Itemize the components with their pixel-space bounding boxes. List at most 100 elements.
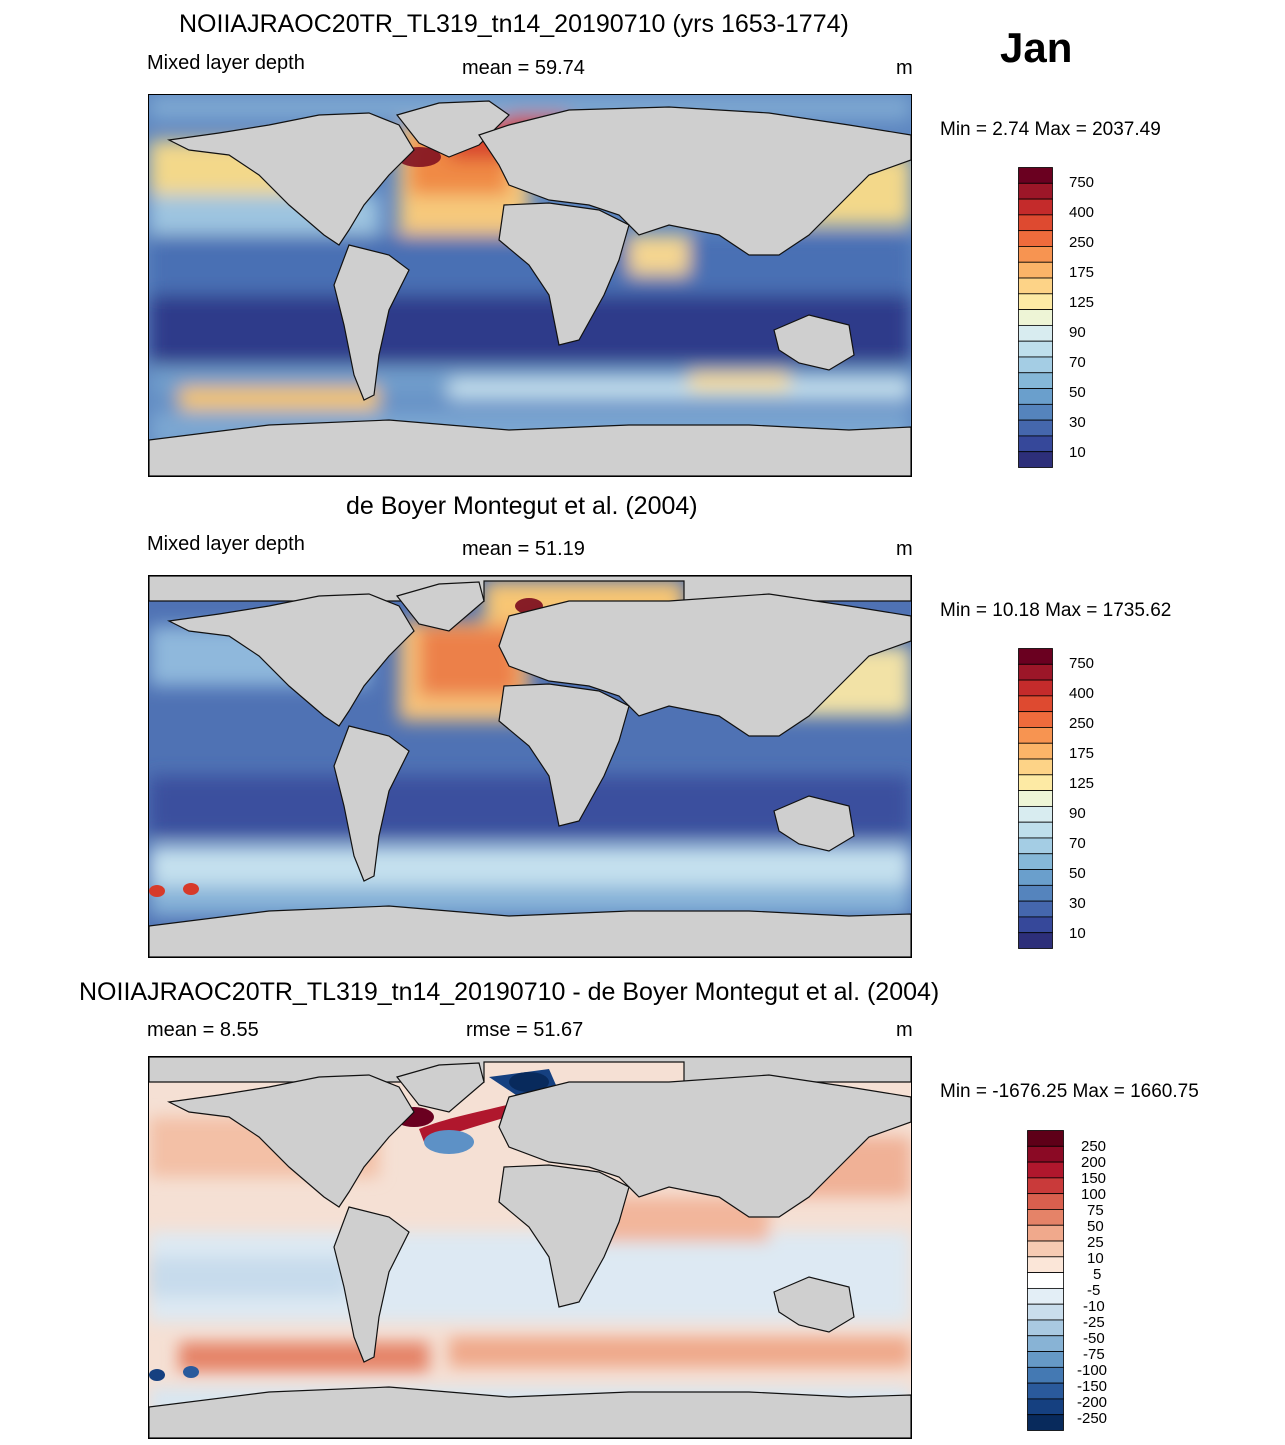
- panel-3-cb-label-5: 50: [1087, 1218, 1104, 1235]
- panel-1-colorbar-bin-17: [1018, 435, 1053, 453]
- panel-3-cb-label-14: -100: [1077, 1362, 1108, 1379]
- panel-3-cb-label-4: 75: [1087, 1202, 1104, 1219]
- panel-1-title: NOIIAJRAOC20TR_TL319_tn14_20190710 (yrs …: [179, 10, 849, 38]
- panel-3-cb-label-15: -150: [1077, 1378, 1108, 1395]
- panel-1-colorbar-bin-12: [1018, 356, 1053, 374]
- panel-2-colorbar-bin-9: [1018, 790, 1053, 807]
- panel-3-colorbar-bin-14: [1027, 1351, 1064, 1368]
- panel-3-colorbar-bin-2: [1027, 1161, 1064, 1179]
- panel-1-variable-label: Mixed layer depth: [147, 52, 305, 74]
- panel-3-map-svg: [149, 1057, 911, 1438]
- panel-3-cb-label-2: 150: [1081, 1170, 1107, 1187]
- panel-2-colorbar-bin-15: [1018, 884, 1053, 902]
- panel-3-colorbar-bin-3: [1027, 1177, 1064, 1195]
- panel-2-variable-label: Mixed layer depth: [147, 533, 305, 555]
- panel-2-minmax: Min = 10.18 Max = 1735.62: [940, 600, 1172, 621]
- panel-3-colorbar-bin-0: [1027, 1130, 1064, 1147]
- panel-2-map-svg: [149, 576, 911, 957]
- panel-1-colorbar: [1018, 167, 1053, 468]
- panel-3-title: NOIIAJRAOC20TR_TL319_tn14_20190710 - de …: [79, 978, 940, 1006]
- panel-2-colorbar-bin-5: [1018, 727, 1053, 744]
- panel-1-colorbar-bin-16: [1018, 419, 1053, 437]
- panel-2-mean-label: mean = 51.19: [462, 538, 585, 560]
- panel-3-cb-label-8: 5: [1093, 1266, 1102, 1283]
- panel-3-colorbar-bin-17: [1027, 1398, 1064, 1416]
- panel-3-colorbar-bin-10: [1027, 1287, 1064, 1305]
- panel-2-cb-label-2: 250: [1069, 715, 1095, 732]
- panel-1-map: [148, 94, 912, 477]
- panel-1-map-svg: [149, 95, 911, 476]
- panel-1-colorbar-bin-15: [1018, 403, 1053, 421]
- panel-1-cb-label-5: 90: [1069, 324, 1086, 341]
- panel-2-cb-label-0: 750: [1069, 655, 1095, 672]
- panel-2-colorbar-bin-1: [1018, 663, 1053, 681]
- panel-2-colorbar-bin-13: [1018, 853, 1053, 870]
- panel-3-continents: [149, 1057, 911, 1438]
- panel-3-cb-label-7: 10: [1087, 1250, 1104, 1267]
- panel-2-colorbar-bin-10: [1018, 805, 1053, 823]
- panel-2-colorbar-bin-17: [1018, 916, 1053, 934]
- panel-3-cb-label-11: -25: [1083, 1314, 1105, 1331]
- panel-1-units-label: m: [896, 57, 913, 79]
- panel-3-cb-label-1: 200: [1081, 1154, 1107, 1171]
- panel-2-cb-label-8: 30: [1069, 895, 1086, 912]
- panel-2-cb-label-6: 70: [1069, 835, 1086, 852]
- panel-3-colorbar-bin-16: [1027, 1382, 1064, 1400]
- panel-2-colorbar-bin-7: [1018, 758, 1053, 776]
- panel-3-cb-label-10: -10: [1083, 1298, 1105, 1315]
- panel-1-colorbar-bin-8: [1018, 293, 1053, 311]
- panel-1-colorbar-bin-6: [1018, 261, 1053, 279]
- panel-1-colorbar-bin-5: [1018, 246, 1053, 263]
- panel-2-cb-label-5: 90: [1069, 805, 1086, 822]
- panel-2-cb-label-4: 125: [1069, 775, 1095, 792]
- panel-2-colorbar-bin-16: [1018, 900, 1053, 918]
- panel-1-cb-label-8: 30: [1069, 414, 1086, 431]
- panel-3-colorbar-bin-11: [1027, 1303, 1064, 1321]
- panel-3-cb-label-17: -250: [1077, 1410, 1108, 1427]
- panel-2-cb-label-7: 50: [1069, 865, 1086, 882]
- panel-1-mean-label: mean = 59.74: [462, 57, 585, 79]
- panel-1-colorbar-bin-14: [1018, 388, 1053, 405]
- panel-3-map: [148, 1056, 912, 1439]
- panel-3-cb-label-0: 250: [1081, 1138, 1107, 1155]
- panel-2-title: de Boyer Montegut et al. (2004): [346, 492, 698, 520]
- panel-2-cb-label-1: 400: [1069, 685, 1095, 702]
- panel-1-colorbar-bin-9: [1018, 309, 1053, 326]
- panel-1-cb-label-1: 400: [1069, 204, 1095, 221]
- panel-3-cb-label-9: -5: [1087, 1282, 1101, 1299]
- panel-3-cb-label-13: -75: [1083, 1346, 1105, 1363]
- panel-2-units-label: m: [896, 538, 913, 560]
- panel-3-cb-label-16: -200: [1077, 1394, 1108, 1411]
- panel-1-colorbar-bin-2: [1018, 198, 1053, 216]
- panel-1-colorbar-bins: [1018, 167, 1053, 468]
- panel-3-cb-label-3: 100: [1081, 1186, 1107, 1203]
- panel-2-cb-label-3: 175: [1069, 745, 1095, 762]
- panel-2-colorbar-bin-2: [1018, 679, 1053, 697]
- panel-2-cb-label-9: 10: [1069, 925, 1086, 942]
- panel-2-colorbar-bin-18: [1018, 932, 1053, 949]
- panel-3-colorbar-bins: [1027, 1130, 1064, 1431]
- panel-1-colorbar-bin-4: [1018, 230, 1053, 247]
- panel-2-colorbar-svg: [1018, 648, 1053, 949]
- panel-3-minmax: Min = -1676.25 Max = 1660.75: [940, 1081, 1199, 1102]
- panel-2-continents: [149, 576, 911, 957]
- panel-1-continents: [149, 100, 911, 476]
- panel-3-mean-label: mean = 8.55: [147, 1019, 259, 1041]
- panel-1-colorbar-bin-1: [1018, 182, 1053, 200]
- panel-3-cb-label-12: -50: [1083, 1330, 1105, 1347]
- panel-2-colorbar-bin-6: [1018, 742, 1053, 760]
- panel-2-colorbar-bin-11: [1018, 821, 1053, 839]
- panel-1-cb-label-9: 10: [1069, 444, 1086, 461]
- panel-2-colorbar-bins: [1018, 648, 1053, 949]
- panel-1-colorbar-bin-10: [1018, 324, 1053, 342]
- panel-3-colorbar-bin-1: [1027, 1145, 1064, 1163]
- panel-3-rmse-label: rmse = 51.67: [466, 1019, 584, 1041]
- panel-3-cb-label-6: 25: [1087, 1234, 1104, 1251]
- panel-3-colorbar-bin-8: [1027, 1256, 1064, 1274]
- panel-3-colorbar-bin-13: [1027, 1335, 1064, 1352]
- panel-3-colorbar-bin-4: [1027, 1193, 1064, 1210]
- month-label: Jan: [1000, 24, 1073, 71]
- panel-1-colorbar-bin-3: [1018, 214, 1053, 232]
- panel-3-colorbar-bin-15: [1027, 1366, 1064, 1384]
- panel-2-colorbar-bin-12: [1018, 837, 1053, 855]
